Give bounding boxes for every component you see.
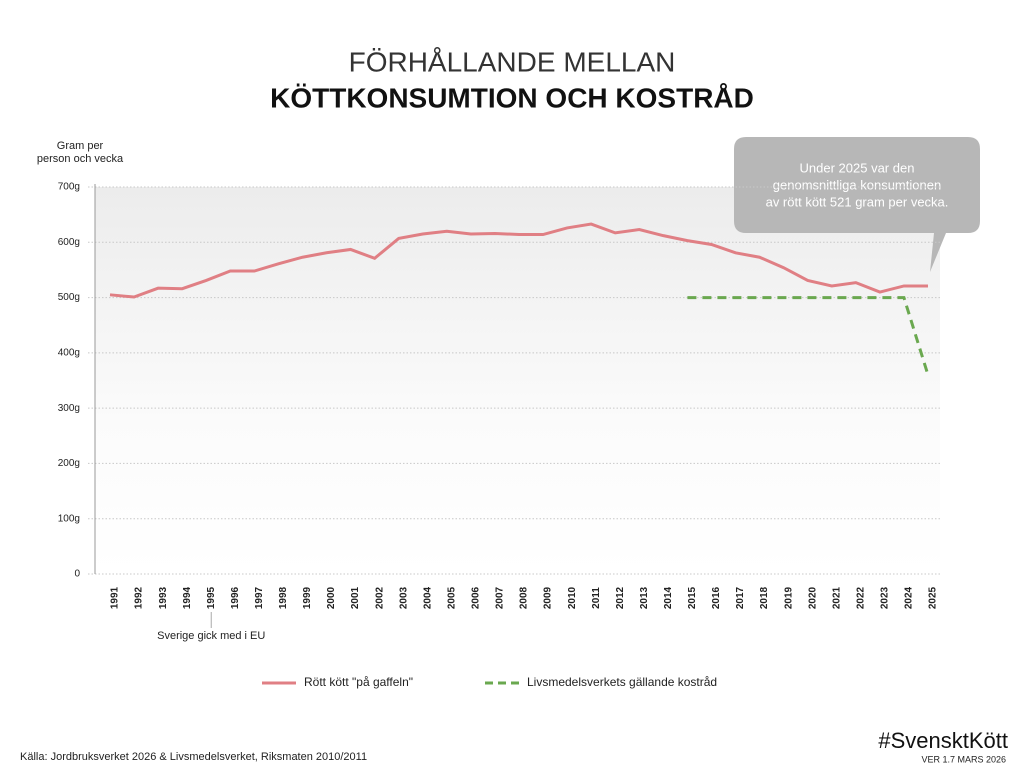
y-tick-label: 600g (58, 237, 80, 248)
x-tick-label: 2023 (880, 586, 891, 609)
x-tick-label: 2001 (350, 586, 361, 609)
x-tick-label: 2006 (471, 586, 482, 609)
x-tick-label: 2022 (855, 586, 866, 609)
x-tick-label: 2021 (831, 586, 842, 609)
x-tick-label: 2016 (711, 586, 722, 609)
legend-label: Rött kött "på gaffeln" (304, 675, 413, 689)
y-tick-label: 300g (58, 403, 80, 414)
version: VER 1.7 MARS 2026 (921, 754, 1006, 764)
x-tick-label: 1993 (158, 586, 169, 609)
x-tick-label: 2011 (591, 587, 602, 609)
x-tick-label: 2012 (615, 586, 626, 609)
x-tick-label: 1997 (254, 586, 265, 609)
x-tick-label: 1998 (278, 586, 289, 609)
hashtag: #SvensktKött (878, 728, 1008, 753)
callout-text: av rött kött 521 gram per vecka. (766, 194, 949, 209)
series-line (109, 222, 928, 299)
y-tick-label: 700g (58, 182, 80, 193)
x-tick-label: 2018 (759, 586, 770, 609)
x-tick-label: 2010 (567, 586, 578, 609)
callout-text: genomsnittliga konsumtionen (773, 177, 941, 192)
y-tick-label: 200g (58, 458, 80, 469)
y-axis-label: Gram per (57, 140, 104, 152)
x-tick-label: 1996 (230, 586, 241, 609)
x-tick-label: 2017 (735, 586, 746, 609)
x-tick-label: 2024 (904, 586, 915, 609)
x-tick-label: 2025 (928, 586, 939, 609)
chart-subtitle: KÖTTKONSUMTION OCH KOSTRÅD (270, 82, 754, 113)
callout-bubble (734, 137, 980, 272)
x-tick-label: 2019 (783, 586, 794, 609)
chart-title: FÖRHÅLLANDE MELLAN (349, 46, 676, 77)
x-tick-label: 2009 (543, 586, 554, 609)
x-tick-label: 2000 (326, 586, 337, 609)
x-tick-label: 2003 (398, 586, 409, 609)
x-tick-label: 1999 (302, 586, 313, 609)
x-tick-label: 2008 (519, 586, 530, 609)
x-tick-label: 2002 (374, 586, 385, 609)
x-tick-label: 1994 (182, 586, 193, 609)
series-line (687, 296, 930, 376)
y-tick-label: 400g (58, 347, 80, 358)
x-tick-label: 2013 (639, 586, 650, 609)
x-tick-label: 2020 (807, 586, 818, 609)
x-tick-label: 2004 (422, 586, 433, 609)
annotation: Sverige gick med i EU (157, 630, 265, 642)
y-tick-label: 0 (74, 569, 80, 580)
y-axis-label: person och vecka (37, 153, 124, 165)
y-tick-label: 500g (58, 292, 80, 303)
x-tick-label: 2014 (663, 586, 674, 609)
plot-background (95, 187, 940, 574)
x-tick-label: 1991 (110, 586, 121, 609)
x-tick-label: 2005 (446, 586, 457, 609)
x-tick-label: 2015 (687, 586, 698, 609)
y-tick-label: 100g (58, 513, 80, 524)
source: Källa: Jordbruksverket 2026 & Livsmedels… (20, 751, 367, 763)
x-tick-label: 2007 (495, 586, 506, 609)
x-tick-label: 1992 (134, 586, 145, 609)
x-tick-label: 1995 (206, 586, 217, 609)
callout-text: Under 2025 var den (800, 160, 915, 175)
legend-label: Livsmedelsverkets gällande kostråd (527, 675, 717, 689)
